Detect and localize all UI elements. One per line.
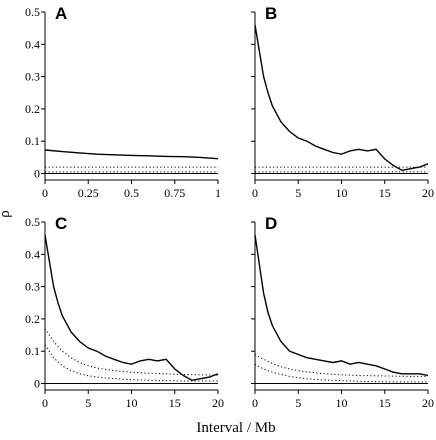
panel-d-x-tick-label: 5 <box>295 396 301 410</box>
panel-a-series-solid-0 <box>44 149 219 160</box>
panel-a-letter: A <box>55 4 67 23</box>
panel-a-y-tick-label: 0.2 <box>25 102 40 116</box>
panel-c-y-tick-label: 0.4 <box>25 247 40 261</box>
panel-b-series-solid-0 <box>254 24 429 172</box>
panel-c-y-tick-label: 0.3 <box>25 280 40 294</box>
panel-d-x-tick-label: 10 <box>336 396 348 410</box>
panel-c-series-dotted-2 <box>44 344 218 382</box>
panel-d: 0 5 10 15 20 D <box>251 214 434 410</box>
panel-c-x-tick-label: 5 <box>85 396 91 410</box>
y-axis-label: ρ <box>0 210 13 218</box>
panel-c-y-tick-label: 0.2 <box>25 312 40 326</box>
panel-d-x-tick-label: 15 <box>379 396 391 410</box>
panel-c-y-tick-label: 0.1 <box>25 344 40 358</box>
panel-b-x-tick-label: 15 <box>379 186 391 200</box>
panel-b-x-tick-label: 10 <box>336 186 348 200</box>
panel-a-y-tick-label: 0.4 <box>25 37 40 51</box>
panel-c-letter: C <box>55 214 67 233</box>
panel-c-x-tick-label: 15 <box>169 396 181 410</box>
panel-b-x-tick-label: 0 <box>252 186 258 200</box>
panel-d-x-tick-label: 0 <box>252 396 258 410</box>
panel-c-y-tick-label: 0 <box>34 377 40 391</box>
panel-c: 0 5 10 15 20 0 0.1 0.2 0.3 0.4 0.5 C <box>25 214 224 410</box>
panel-a-y-tick-label: 0.1 <box>25 134 40 148</box>
panel-d-series-solid-0 <box>254 234 429 377</box>
panel-b-x-tick-label: 5 <box>295 186 301 200</box>
panel-a-x-tick-label: 0.75 <box>164 186 185 200</box>
panel-a-y-tick-label: 0 <box>34 167 40 181</box>
panel-d-series-dotted-2 <box>254 363 428 383</box>
panel-d-letter: D <box>265 214 277 233</box>
panel-c-y-tick-label: 0.5 <box>25 215 40 229</box>
panel-c-x-tick-label: 10 <box>126 396 138 410</box>
panel-a-y-tick-label: 0.5 <box>25 5 40 19</box>
panel-c-x-tick-label: 0 <box>42 396 48 410</box>
panel-d-x-tick-label: 20 <box>422 396 434 410</box>
panel-c-series-solid-0 <box>44 234 219 382</box>
panel-a-x-tick-label: 0 <box>42 186 48 200</box>
panel-a-y-tick-label: 0.3 <box>25 70 40 84</box>
panel-b-letter: B <box>265 4 277 23</box>
panel-c-series-dotted-1 <box>44 328 219 376</box>
panel-b: 0 5 10 15 20 B <box>251 4 434 200</box>
panel-a: 0 0.25 0.5 0.75 1 0 0.1 0.2 0.3 0.4 0.5 A <box>25 4 221 200</box>
panel-a-x-tick-label: 1 <box>215 186 221 200</box>
panels: 0 0.25 0.5 0.75 100.10.20.30.40.5 A0 5 10 15 20B0… <box>25 4 434 410</box>
panel-b-x-tick-label: 20 <box>422 186 434 200</box>
panel-c-x-tick-label: 20 <box>212 396 224 410</box>
panel-a-x-tick-label: 0.5 <box>124 186 139 200</box>
x-axis-label: Interval / Mb <box>196 420 275 436</box>
panel-a-x-tick-label: 0.25 <box>78 186 99 200</box>
